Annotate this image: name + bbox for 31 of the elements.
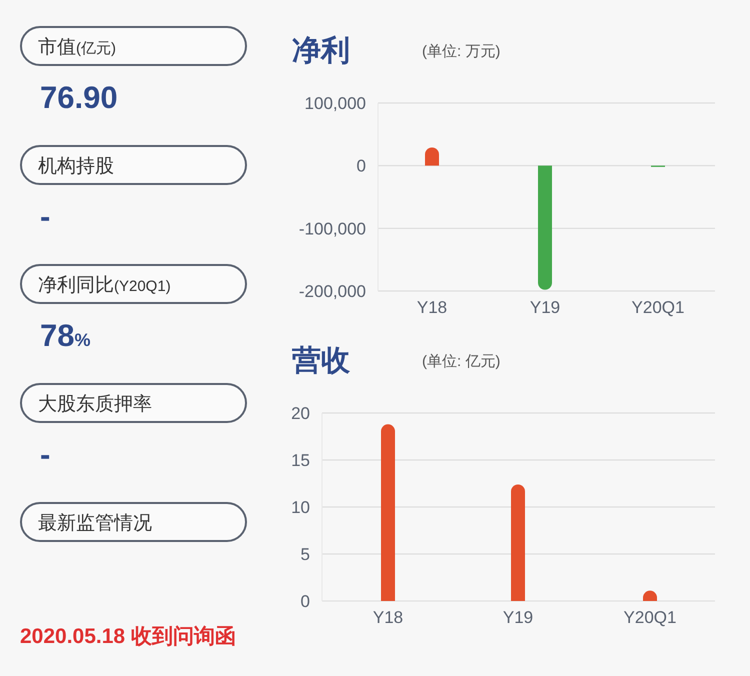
text: 76.90 <box>40 80 118 115</box>
x-tick-label: Y19 <box>502 608 534 627</box>
chart-title: 营收 <box>291 345 351 377</box>
bar <box>511 484 525 601</box>
y-tick-label: -200,000 <box>298 282 366 301</box>
x-tick-label: Y20Q1 <box>632 298 684 317</box>
y-tick-label: 0 <box>300 592 310 611</box>
y-tick-label: 5 <box>300 545 310 564</box>
chart-subtitle: (单位: 万元) <box>422 43 500 60</box>
text: 2020.05.18 收到问询函 <box>20 625 236 648</box>
y-tick-label: 0 <box>356 156 366 176</box>
text: 大股东质押率 <box>38 393 152 415</box>
y-tick-label: 15 <box>291 451 310 470</box>
y-tick-label: -100,000 <box>298 219 366 238</box>
bar <box>381 424 395 601</box>
x-tick-label: Y18 <box>372 608 404 627</box>
text: 机构持股 <box>38 156 114 177</box>
x-tick-label: Y18 <box>416 298 448 317</box>
text: - <box>40 437 50 472</box>
text: 市值(亿元) <box>38 36 116 58</box>
chart-subtitle: (单位: 亿元) <box>422 353 500 370</box>
chart-title: 净利 <box>292 35 350 67</box>
text: 78% <box>40 318 90 353</box>
y-tick-label: 10 <box>291 498 310 517</box>
text: 净利同比(Y20Q1) <box>38 275 171 296</box>
text: - <box>40 199 50 234</box>
x-tick-label: Y20Q1 <box>624 608 676 627</box>
x-tick-label: Y19 <box>530 298 560 317</box>
y-tick-label: 20 <box>291 404 310 423</box>
text: 最新监管情况 <box>38 512 152 534</box>
y-tick-label: 100,000 <box>304 94 366 113</box>
